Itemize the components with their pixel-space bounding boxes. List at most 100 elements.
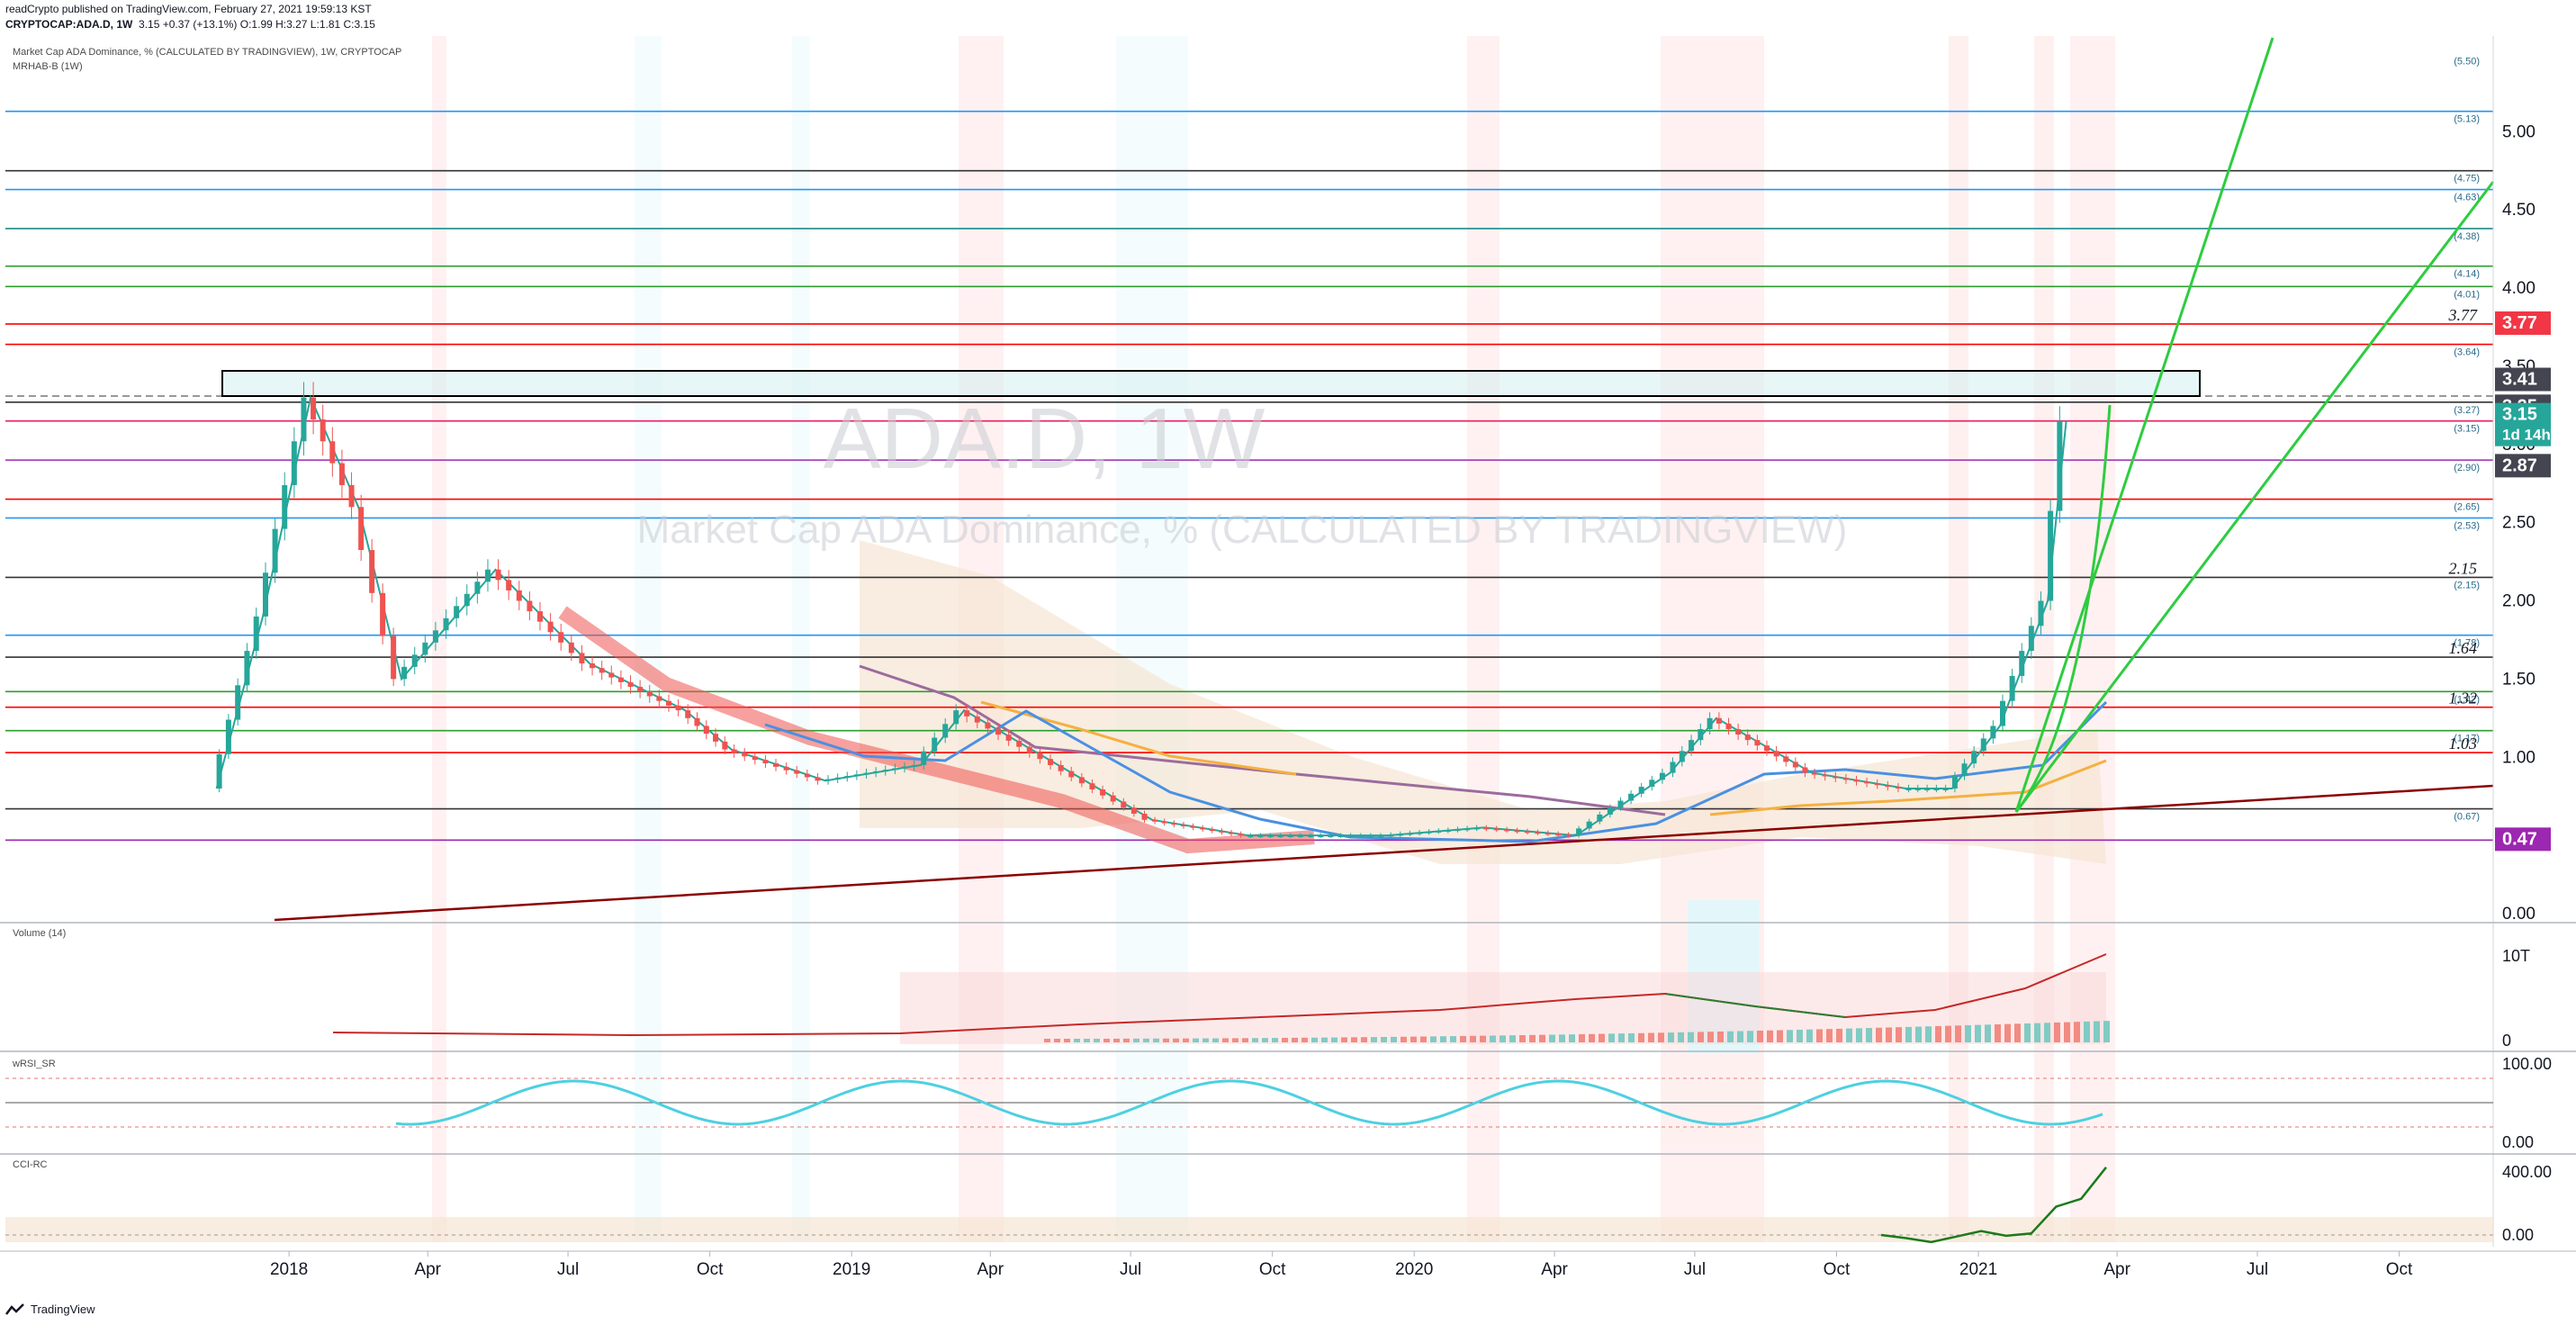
time-tick: Apr (977, 1260, 1004, 1279)
candle-body (1576, 828, 1582, 836)
candle-body (1455, 829, 1461, 832)
candle-body (262, 572, 268, 617)
candle-body (1209, 829, 1215, 832)
volume-bar (2014, 1023, 2021, 1042)
volume-bar (1688, 1032, 1694, 1042)
candle-body (1744, 735, 1751, 741)
volume-bar (1638, 1032, 1644, 1042)
price-axis-ticks: 5.004.504.003.503.002.502.001.501.000.00 (2502, 122, 2535, 924)
candle-body (291, 441, 297, 485)
candle-body (1078, 777, 1085, 784)
volume-bar (1193, 1038, 1199, 1042)
level-tag: (2.90) (2454, 463, 2480, 473)
volume-bar (1163, 1038, 1169, 1042)
volume-ma-green (1664, 993, 1846, 1018)
volume-ma (332, 953, 2107, 1037)
price-badge (2495, 422, 2551, 446)
candle-body (1171, 823, 1177, 825)
candle-body (1812, 772, 1818, 775)
candle-body (1853, 780, 1860, 782)
volume-bar (2004, 1023, 2011, 1042)
candle-body (1200, 827, 1206, 830)
trendline-dark-red[interactable] (274, 784, 2494, 922)
candle-body (1545, 833, 1551, 835)
volume-bar (1242, 1038, 1248, 1042)
volume-bar (1420, 1036, 1427, 1042)
ma-blue (764, 700, 2108, 843)
candle-body (1763, 745, 1770, 752)
candle-body (665, 700, 671, 706)
candle-body (1874, 783, 1880, 786)
watermark-big: ADA.D, 1W (824, 391, 1265, 487)
volume-bar (1876, 1027, 1882, 1042)
candle-body (2048, 510, 2054, 601)
ma-purple (859, 664, 1666, 816)
candle-body (985, 722, 991, 729)
volume-bar (1450, 1036, 1456, 1042)
candle-body (1504, 829, 1510, 832)
tradingview-footer[interactable]: TradingView (5, 1302, 95, 1316)
volume-bar (1480, 1035, 1486, 1042)
volume-bar (1846, 1028, 1852, 1042)
level-tag: (2.15) (2454, 580, 2480, 590)
symbol-line: CRYPTOCAP:ADA.D, 1W 3.15 +0.37 (+13.1%) … (5, 18, 375, 31)
volume-bar (1717, 1031, 1724, 1042)
candle-body (1833, 776, 1839, 779)
price-tick: 5.00 (2502, 122, 2535, 141)
rsi-wave (395, 1079, 2103, 1126)
candle-body (646, 691, 653, 697)
time-tick: Apr (414, 1260, 441, 1279)
volume-bar (2054, 1022, 2060, 1042)
volume-bar (2064, 1022, 2070, 1042)
candle-body (464, 593, 470, 607)
candle-body (1514, 830, 1520, 833)
candle-body (320, 419, 326, 442)
level-tag: (4.38) (2454, 231, 2480, 242)
candle-body (1110, 795, 1116, 802)
trendline-green-curve[interactable] (2014, 404, 2112, 813)
candle-body (568, 642, 574, 653)
level-tag: (5.50) (2454, 56, 2480, 67)
candle-body (752, 756, 758, 761)
indicator-label: MRHAB-B (1W) (13, 61, 83, 72)
volume-bar (2103, 1021, 2110, 1042)
candle-body (694, 717, 700, 726)
candle-body (2038, 600, 2044, 626)
candle-body (731, 749, 737, 753)
resistance-box[interactable] (221, 370, 2201, 397)
candle-body (590, 663, 596, 669)
candle-body (1328, 835, 1334, 838)
volume-bar (1698, 1032, 1704, 1042)
candle-body (703, 726, 709, 735)
volume-bar (1331, 1037, 1338, 1042)
volume-bar (1648, 1032, 1654, 1042)
cci-tick-400: 400.00 (2502, 1163, 2552, 1181)
volume-bar (2024, 1023, 2031, 1042)
price-tick: 1.00 (2502, 748, 2535, 767)
candle-body (1914, 789, 1921, 790)
candle-body (911, 764, 917, 767)
candle-body (964, 710, 970, 717)
candle-body (1287, 835, 1293, 838)
candle-body (1783, 756, 1789, 762)
volume-bar (1767, 1030, 1773, 1042)
level-tag: (3.15) (2454, 424, 2480, 435)
symbol-name[interactable]: CRYPTOCAP:ADA.D, 1W (5, 18, 133, 31)
volume-bar (1618, 1033, 1625, 1042)
candle-body (1089, 783, 1095, 789)
candle-body (338, 463, 345, 485)
volume-bar (1262, 1038, 1268, 1042)
candle-body (995, 728, 1002, 735)
candle-body (637, 687, 644, 692)
candle-body (1388, 834, 1394, 837)
volume-bar (1915, 1026, 1922, 1042)
candle-body (1464, 828, 1471, 831)
candle-body (873, 771, 879, 773)
candle-body (1367, 835, 1374, 838)
trendline-green-shallow[interactable] (2014, 181, 2495, 813)
volume-bar (1836, 1028, 1842, 1042)
trendline-green-steep[interactable] (2014, 37, 2274, 813)
candle-body (579, 653, 585, 663)
level-tag: (5.13) (2454, 114, 2480, 125)
